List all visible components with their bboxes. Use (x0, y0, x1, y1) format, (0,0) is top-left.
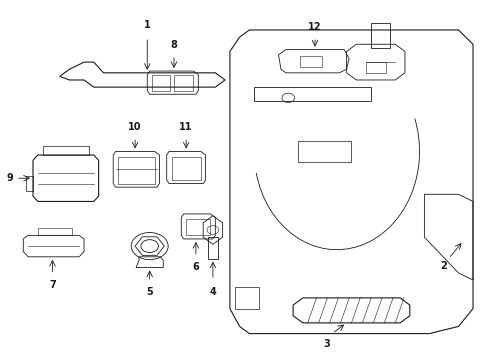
Text: 9: 9 (7, 173, 14, 183)
Text: 5: 5 (146, 287, 153, 297)
Text: 1: 1 (143, 20, 150, 30)
Text: 11: 11 (179, 122, 192, 132)
Text: 12: 12 (307, 22, 321, 32)
Text: 6: 6 (192, 262, 199, 272)
Text: 10: 10 (128, 122, 142, 132)
Text: 3: 3 (323, 339, 330, 349)
Text: 4: 4 (209, 287, 216, 297)
Text: 2: 2 (440, 261, 447, 271)
Text: 8: 8 (170, 40, 177, 50)
Text: 7: 7 (49, 280, 56, 290)
